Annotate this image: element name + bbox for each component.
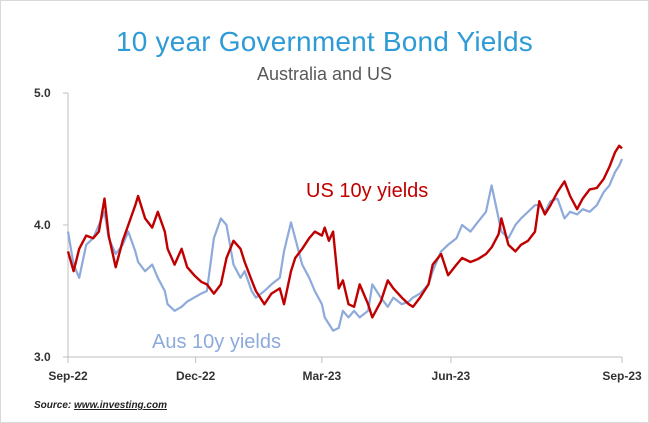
chart-title: 10 year Government Bond Yields (116, 26, 533, 57)
x-tick-label: Sep-22 (48, 369, 88, 383)
us-series-label: US 10y yields (306, 180, 428, 202)
aus-yield-line (66, 158, 624, 332)
x-tick-label: Mar-23 (303, 369, 342, 383)
chart-axes: 3.0 4.0 5.0 Sep-22 Dec-22 Mar-23 Jun-23 Sep-23 (34, 86, 642, 383)
source-link[interactable]: www.investing.com (74, 400, 167, 411)
y-tick-label: 5.0 (34, 86, 51, 100)
aus-series-label: Aus 10y yields (152, 331, 281, 353)
source-note: Source: www.investing.com (34, 400, 167, 411)
y-tick-label: 4.0 (34, 218, 51, 232)
x-tick-label: Dec-22 (176, 369, 216, 383)
x-tick-label: Jun-23 (432, 369, 471, 383)
chart-subtitle: Australia and US (256, 64, 393, 84)
y-tick-label: 3.0 (34, 350, 51, 364)
x-tick-label: Sep-23 (602, 369, 642, 383)
chart-lines (66, 144, 624, 332)
us-yield-line (66, 144, 623, 319)
source-prefix: Source: (34, 400, 75, 411)
chart-labels: US 10y yields Aus 10y yields (152, 180, 428, 353)
